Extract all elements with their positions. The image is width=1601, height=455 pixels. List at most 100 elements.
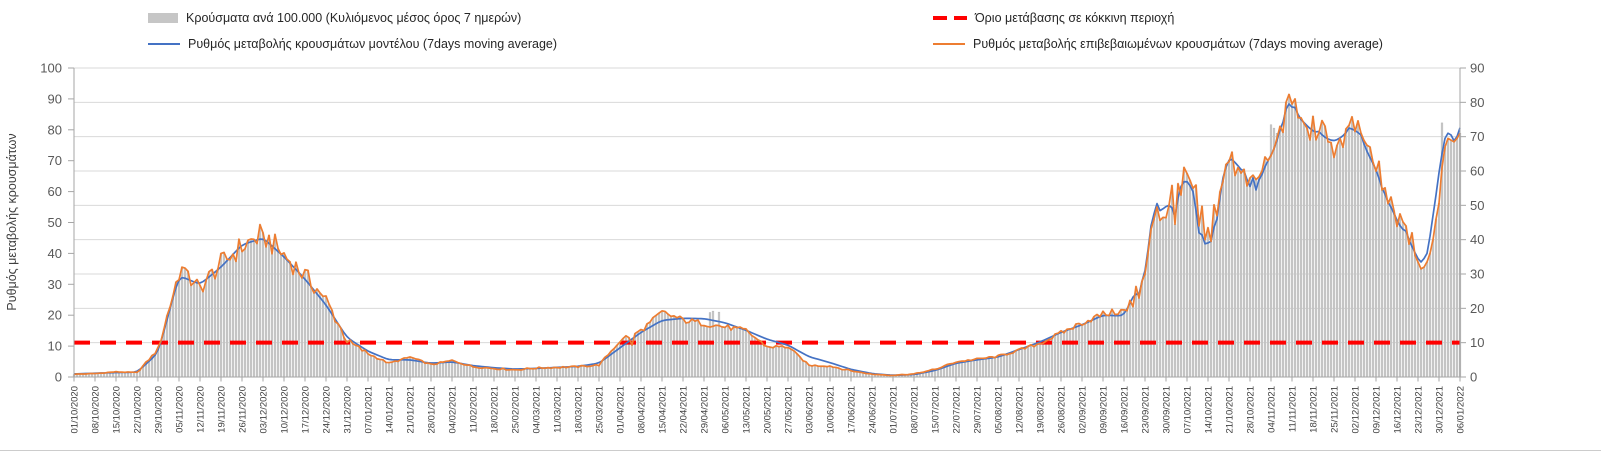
daily-bar xyxy=(1095,314,1099,378)
daily-bar xyxy=(1401,221,1405,378)
svg-text:50: 50 xyxy=(1470,198,1484,213)
daily-bar xyxy=(1386,203,1390,378)
daily-bar xyxy=(1275,133,1279,378)
daily-bar xyxy=(1071,328,1075,378)
daily-bar xyxy=(783,347,787,378)
daily-bar xyxy=(690,318,694,378)
svg-text:15/07/2021: 15/07/2021 xyxy=(931,386,942,434)
daily-bar xyxy=(708,312,712,378)
daily-bar xyxy=(1245,185,1249,378)
svg-text:70: 70 xyxy=(1470,129,1484,144)
svg-text:29/07/2021: 29/07/2021 xyxy=(973,386,984,434)
daily-bar xyxy=(357,346,361,378)
daily-bar xyxy=(552,367,556,378)
svg-text:26/11/2020: 26/11/2020 xyxy=(238,386,249,433)
daily-bar xyxy=(546,367,550,378)
daily-bar xyxy=(1419,268,1423,378)
svg-text:23/09/2021: 23/09/2021 xyxy=(1141,386,1152,434)
daily-bar xyxy=(432,364,436,378)
daily-bar xyxy=(258,224,262,378)
daily-bar xyxy=(1146,253,1150,378)
daily-bar xyxy=(507,369,511,378)
daily-bar xyxy=(474,367,478,378)
daily-bar xyxy=(1398,213,1402,378)
daily-bar xyxy=(1350,116,1354,378)
model-line-swatch-icon xyxy=(148,42,180,46)
daily-bar xyxy=(1059,330,1063,378)
daily-bar xyxy=(486,367,490,378)
svg-text:03/06/2021: 03/06/2021 xyxy=(805,386,816,434)
legend-label: Ρυθμός μεταβολής κρουσμάτων μοντέλου (7d… xyxy=(188,37,558,51)
daily-bar xyxy=(318,292,322,378)
daily-bar xyxy=(549,368,553,378)
svg-text:20: 20 xyxy=(1470,301,1484,316)
daily-bar xyxy=(1197,225,1201,378)
svg-text:0: 0 xyxy=(1470,370,1477,385)
daily-bar xyxy=(969,360,973,378)
daily-bar xyxy=(1185,173,1189,378)
daily-bar xyxy=(1317,132,1321,378)
daily-bar xyxy=(189,285,193,378)
daily-bar xyxy=(171,295,175,378)
daily-bar xyxy=(744,328,748,378)
daily-bar xyxy=(477,367,481,378)
daily-bar xyxy=(1269,124,1273,378)
svg-text:11/11/2021: 11/11/2021 xyxy=(1288,386,1299,432)
daily-bar xyxy=(1215,215,1219,378)
daily-bar xyxy=(1188,180,1192,378)
daily-bar xyxy=(684,322,688,378)
daily-bar xyxy=(1296,117,1300,378)
daily-bar xyxy=(375,358,379,378)
daily-bar xyxy=(1032,346,1036,378)
daily-bar xyxy=(1110,309,1114,378)
daily-bar xyxy=(1002,354,1006,378)
daily-bar xyxy=(966,359,970,378)
daily-bar xyxy=(993,357,997,378)
daily-bar xyxy=(1425,261,1429,378)
daily-bar xyxy=(1407,244,1411,378)
svg-text:09/12/2021: 09/12/2021 xyxy=(1372,386,1383,434)
daily-bar xyxy=(1149,229,1153,378)
daily-bar xyxy=(1353,131,1357,378)
svg-text:10: 10 xyxy=(1470,335,1484,350)
daily-bar xyxy=(381,359,385,378)
daily-bar xyxy=(732,326,736,378)
daily-bar xyxy=(234,261,238,378)
daily-bar xyxy=(249,238,253,378)
daily-bar xyxy=(387,362,391,378)
daily-bar xyxy=(1449,139,1453,378)
svg-text:08/10/2020: 08/10/2020 xyxy=(91,386,102,434)
svg-text:30/09/2021: 30/09/2021 xyxy=(1162,386,1173,434)
daily-bar xyxy=(351,343,355,378)
daily-bar xyxy=(1167,205,1171,378)
daily-bar xyxy=(696,319,700,378)
daily-bar xyxy=(705,326,709,378)
daily-bar xyxy=(456,362,460,378)
svg-text:90: 90 xyxy=(48,91,62,106)
daily-bar xyxy=(768,346,772,378)
daily-bar xyxy=(1416,261,1420,378)
svg-text:08/07/2021: 08/07/2021 xyxy=(910,386,921,434)
daily-bar xyxy=(261,232,265,378)
svg-text:50: 50 xyxy=(48,215,62,230)
svg-text:30/12/2021: 30/12/2021 xyxy=(1435,386,1446,434)
daily-bar xyxy=(1005,354,1009,378)
svg-text:29/10/2020: 29/10/2020 xyxy=(154,386,165,434)
daily-bar xyxy=(1392,210,1396,378)
svg-text:04/11/2021: 04/11/2021 xyxy=(1267,386,1278,433)
daily-bar xyxy=(561,366,565,378)
daily-bar xyxy=(1422,266,1426,378)
svg-text:40: 40 xyxy=(1470,232,1484,247)
daily-bar xyxy=(1236,167,1240,378)
daily-bar xyxy=(1011,352,1015,378)
daily-bar xyxy=(393,360,397,378)
daily-bar xyxy=(726,324,730,378)
daily-bar xyxy=(1284,102,1288,378)
daily-bar xyxy=(1173,224,1177,378)
daily-bar xyxy=(1107,315,1111,378)
daily-bar xyxy=(255,243,259,378)
daily-bar xyxy=(825,366,829,378)
daily-bar xyxy=(237,239,241,378)
daily-bar xyxy=(1239,172,1243,378)
